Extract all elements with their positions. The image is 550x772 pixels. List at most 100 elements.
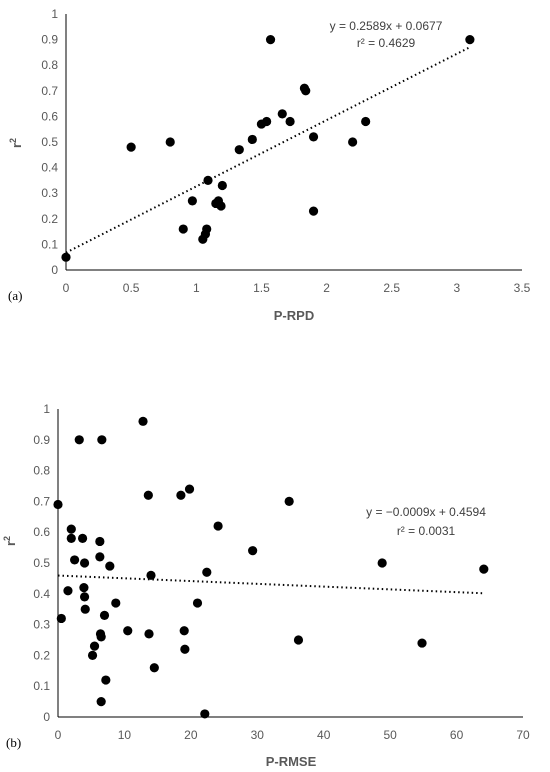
chart-a-y-tick-label: 0.6 [41,109,58,123]
chart-a-data-point [234,145,244,155]
chart-b-data-point [80,604,90,614]
chart-b-points [53,416,489,719]
chart-a-x-ticks: 0 0.5 1 1.5 2 2.5 3 3.5 [63,281,531,295]
chart-b-data-point [146,570,156,580]
chart-b-data-point [417,638,427,648]
chart-a-x-tick-label: 1 [193,281,200,295]
chart-b-data-point [293,635,304,645]
chart-b-y-tick-label: 0.6 [33,525,50,539]
chart-a-data-point [301,86,311,96]
chart-a-data-point [262,116,272,127]
chart-b-data-point [123,626,133,636]
chart-b-data-point [79,592,90,602]
chart-a-data-point [61,252,71,262]
chart-b-data-point [192,598,203,608]
chart-a-data-point [265,35,276,45]
chart-b-panel-label: (b) [6,735,21,750]
chart-b: 0 0.1 0.2 0.3 0.4 0.5 0.6 0.7 0.8 0.9 1 0 10 20 30 40 5… [2,402,530,769]
chart-b-data-point [144,629,154,639]
chart-a-data-point [348,137,358,147]
chart-b-y-tick-label: 0.3 [33,618,50,632]
chart-b-data-point [202,567,212,577]
chart-b-x-tick-label: 10 [118,728,132,742]
chart-b-data-point [377,558,387,568]
chart-b-x-tick-label: 30 [251,728,265,742]
chart-b-y-tick-label: 0.4 [33,587,50,601]
chart-b-data-point [87,650,98,661]
chart-b-x-tick-label: 20 [184,728,198,742]
chart-b-y-tick-label: 0.5 [33,556,50,570]
chart-b-y-tick-label: 0.1 [33,679,50,693]
chart-b-equation: y = −0.0009x + 0.4594 [366,505,486,519]
chart-b-y-tick-label: 0 [43,710,50,724]
chart-a-y-tick-label: 1 [51,7,58,21]
chart-a-x-tick-label: 0 [63,281,70,295]
chart-b-data-point [248,546,258,556]
chart-b-data-point [63,586,73,596]
chart-b-data-point [176,490,186,500]
chart-b-x-ticks: 0 10 20 30 40 50 60 70 [55,728,530,742]
chart-a-trendline [65,46,471,254]
chart-b-data-point [79,583,89,593]
chart-b-data-point [143,490,153,500]
chart-a-y-tick-label: 0.8 [41,58,58,72]
chart-a-y-tick-label: 0.1 [41,237,58,251]
chart-a-y-tick-label: 0.7 [41,84,58,98]
chart-b-data-point [79,558,90,568]
chart-b-y-tick-label: 1 [43,402,50,416]
chart-b-y-tick-label: 0.9 [33,433,50,447]
chart-b-data-point [99,610,110,620]
chart-b-data-point [95,536,105,547]
chart-a-equation: y = 0.2589x + 0.0677 [330,19,443,33]
chart-b-y-tick-label: 0.7 [33,494,50,508]
chart-a-y-tick-label: 0.5 [41,135,58,149]
chart-b-y-ticks: 0 0.1 0.2 0.3 0.4 0.5 0.6 0.7 0.8 0.9 1 [33,402,50,724]
chart-b-data-point [184,484,195,494]
chart-b-x-tick-label: 40 [317,728,331,742]
chart-a-x-tick-label: 3 [454,281,461,295]
chart-b-data-point [53,499,63,510]
chart-a-data-point [202,224,212,234]
chart-b-data-point [200,709,210,719]
chart-a-y-tick-label: 0.4 [41,161,58,175]
chart-b-data-point [180,644,190,654]
chart-b-data-point [70,555,80,565]
chart-a-y-tick-label: 0 [51,263,58,277]
chart-a-points [61,35,475,262]
chart-b-trendline [57,574,484,595]
chart-b-data-point [179,626,189,636]
chart-b-x-title: P-RMSE [266,754,317,769]
chart-b-data-point [66,524,76,534]
chart-a-x-title: P-RPD [274,308,314,323]
chart-b-data-point [56,613,66,624]
chart-b-data-point [66,533,76,543]
chart-a-x-tick-label: 1.5 [253,281,270,295]
chart-a-data-point [165,137,175,147]
chart-a-data-point [277,109,287,119]
chart-a-data-point [285,116,295,127]
chart-b-data-point [284,496,294,506]
chart-b-data-point [479,564,489,574]
chart-b-x-tick-label: 0 [55,728,62,742]
chart-b-y-tick-label: 0.2 [33,648,50,662]
chart-b-data-point [74,435,84,445]
chart-b-y-title: r2 [2,536,18,546]
chart-a-x-tick-label: 3.5 [514,281,531,295]
chart-a-y-title: r2 [8,138,24,148]
chart-a-r2: r² = 0.4629 [357,36,416,50]
chart-a-data-point [126,142,136,152]
chart-b-data-point [101,675,111,685]
chart-b-data-point [105,561,115,571]
chart-b-x-tick-label: 60 [450,728,464,742]
chart-a-x-tick-label: 0.5 [123,281,140,295]
chart-a-data-point [216,201,226,211]
chart-b-r2: r² = 0.0031 [397,524,456,538]
chart-b-x-tick-label: 50 [383,728,397,742]
chart-a-data-point [217,180,227,191]
chart-b-data-point [96,697,106,707]
chart-b-data-point [149,663,159,673]
chart-a-data-point [308,206,319,216]
chart-a-data-point [187,196,197,206]
chart-a-data-point [203,175,213,185]
